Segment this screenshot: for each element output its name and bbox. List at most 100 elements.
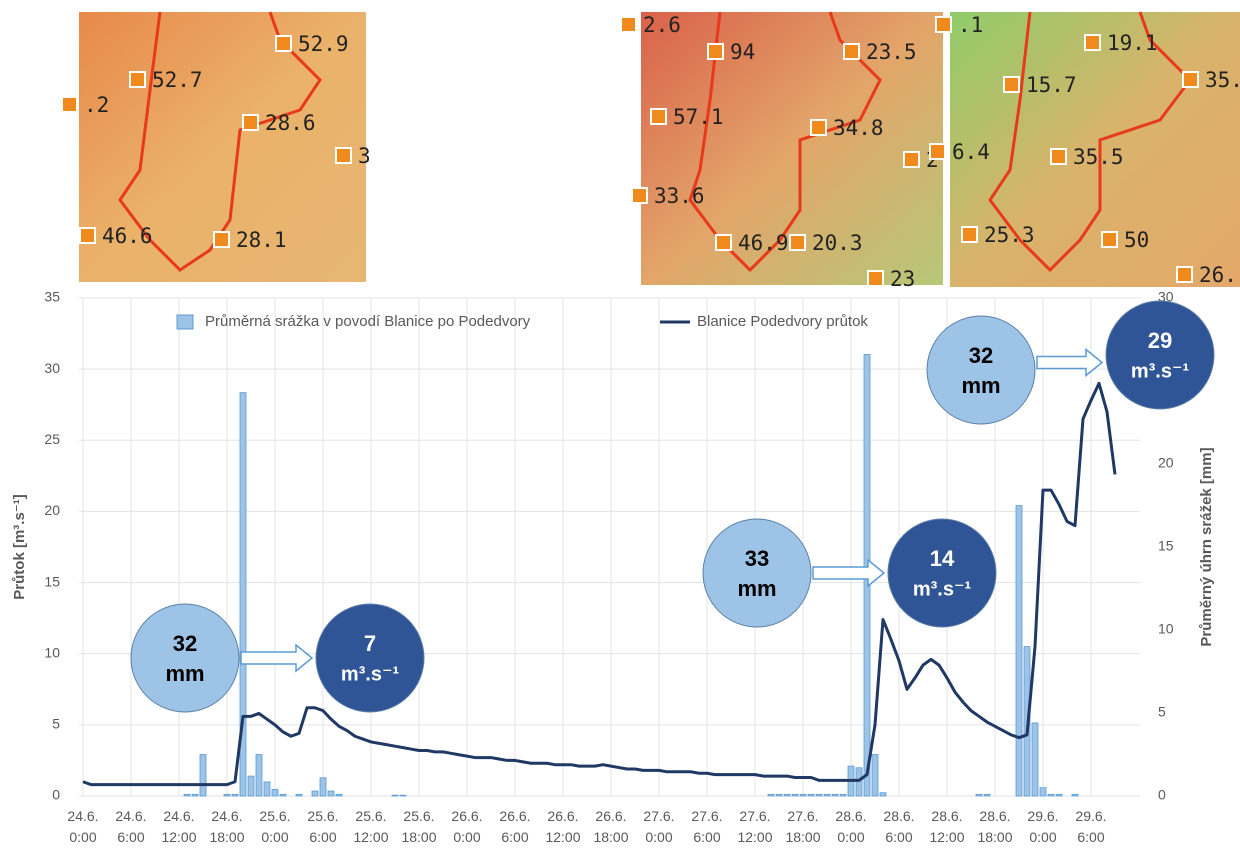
map-label: 28.1 [236,228,287,252]
y-tick-label: 10 [44,644,60,660]
flow-unit: m³.s⁻¹ [913,578,972,600]
bar [976,794,982,796]
y-tick-label: 30 [44,360,60,376]
flow-circle [316,604,424,712]
bar [1040,788,1046,796]
map-station [716,235,731,250]
map-station [790,235,805,250]
bar [824,794,830,796]
bar [808,794,814,796]
y2-tick-label: 5 [1158,704,1166,720]
map-label: 34.8 [833,116,884,140]
map-label: 3 [358,144,371,168]
bar [856,768,862,796]
map-station [936,17,951,32]
legend-label: Průměrná srážka v povodí Blanice po Pode… [205,313,531,330]
rain-circle [131,604,239,712]
map-station [1051,149,1066,164]
rain-circle [927,316,1035,424]
map-station [868,271,883,286]
bar [224,794,230,796]
bar [832,794,838,796]
bar [776,794,782,796]
y-tick-label: 5 [52,716,60,732]
bar [248,776,254,796]
map-label: 15.7 [1026,73,1077,97]
map-label: 52.7 [152,68,203,92]
map-label: 57.1 [673,105,724,129]
map-label: 23 [890,267,915,291]
bar [328,791,334,796]
bar [768,794,774,796]
map-label: 2.6 [643,13,681,37]
map-station [621,17,636,32]
map-station [1085,35,1100,50]
bar [1032,723,1038,796]
y-tick-label: 15 [44,573,60,589]
y-tick-label: 0 [52,787,60,803]
map-station [930,144,945,159]
map-label: 33.6 [654,184,705,208]
map-label: 35.5 [1073,145,1124,169]
flow-unit: m³.s⁻¹ [341,663,400,685]
map-label: 20.3 [812,231,863,255]
map-station [1177,267,1192,282]
rain-circle [703,519,811,627]
bar [296,794,302,796]
flow-value: 14 [930,546,955,571]
y2-tick-label: 0 [1158,787,1166,803]
map-station [276,36,291,51]
map-label: 46.6 [102,224,153,248]
flow-circle [888,519,996,627]
map-label: .2 [84,93,109,117]
x-tick-label: 29.6. 6:00 [1061,806,1121,848]
bar [1056,794,1062,796]
page: 52.952.728.6.2346.628.12.69423.557.134.8… [0,0,1240,851]
bar [840,794,846,796]
bar [200,755,206,797]
bar [792,794,798,796]
rain-unit: mm [961,373,1000,398]
map-station [214,232,229,247]
map-station [1102,232,1117,247]
flow-value: 7 [364,631,376,656]
bar [1072,794,1078,796]
map-station [130,72,145,87]
y-tick-label: 25 [44,431,60,447]
map-station [80,228,95,243]
chart: 52.952.728.6.2346.628.12.69423.557.134.8… [0,0,1240,851]
arrow [241,645,312,671]
map-station [811,120,826,135]
bar [1016,506,1022,797]
bar [192,794,198,796]
map-label: 46.9 [738,231,789,255]
map-label: 94 [730,40,755,64]
flow-value: 29 [1148,328,1172,353]
bar [184,794,190,796]
bar [880,793,886,796]
bar [336,794,342,796]
map-label: 28.6 [265,111,316,135]
map-station [962,227,977,242]
rain-value: 32 [969,343,993,368]
map-label: 35. [1205,68,1240,92]
map-station [904,152,919,167]
map-label: 25.3 [984,223,1035,247]
map-label: 23.5 [866,40,917,64]
map-station [632,188,647,203]
bar [320,778,326,796]
y2-tick-label: 20 [1158,455,1174,471]
bar [800,794,806,796]
y-tick-label: 20 [44,502,60,518]
map-label: 19.1 [1107,31,1158,55]
bar [392,795,398,796]
bar [984,794,990,796]
y-tick-label: 35 [44,289,60,305]
map-station [62,97,77,112]
flow-circle [1106,301,1214,409]
bar [816,794,822,796]
map-station [708,44,723,59]
bar [1048,794,1054,796]
rain-unit: mm [165,661,204,686]
rain-value: 32 [173,631,197,656]
